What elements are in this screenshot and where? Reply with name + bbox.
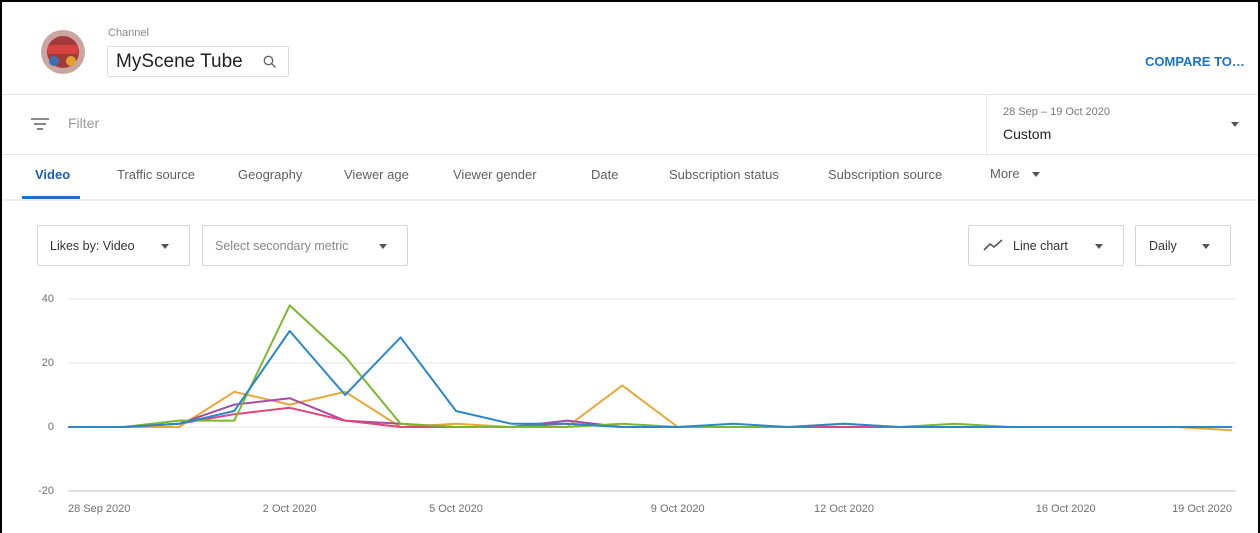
x-tick-label: 16 Oct 2020 — [1036, 503, 1096, 515]
channel-search[interactable]: MyScene Tube — [107, 46, 289, 77]
filter-input[interactable]: Filter — [68, 115, 100, 131]
divider — [2, 154, 1258, 155]
interval-select[interactable]: Daily — [1135, 225, 1231, 266]
chart-type-label: Line chart — [1013, 239, 1068, 253]
dropdown-arrow — [1202, 244, 1210, 249]
tab[interactable]: More — [990, 166, 1020, 181]
y-tick-label: -20 — [38, 485, 54, 497]
divider — [2, 94, 1258, 95]
dropdown-arrow — [161, 244, 169, 249]
tab[interactable]: Subscription status — [669, 167, 779, 182]
series-line — [68, 304, 1232, 428]
y-tick-label: 20 — [42, 357, 54, 369]
divider — [2, 199, 1258, 201]
tab[interactable]: Viewer gender — [453, 167, 537, 182]
y-tick-label: 0 — [48, 421, 54, 433]
date-picker[interactable]: 28 Sep – 19 Oct 2020 Custom — [986, 95, 1258, 154]
dropdown-arrow — [1095, 244, 1103, 249]
metric-label: Likes by: Video — [50, 239, 135, 253]
tab[interactable]: Viewer age — [344, 167, 409, 182]
date-range: 28 Sep – 19 Oct 2020 — [1003, 106, 1111, 118]
line-chart-icon — [983, 239, 1003, 251]
secondary-label: Select secondary metric — [215, 239, 349, 253]
dropdown-arrow — [1231, 122, 1239, 127]
compare-button[interactable]: COMPARE TO… — [1145, 54, 1245, 69]
filter-icon — [31, 118, 49, 130]
search-icon — [263, 55, 276, 68]
interval-label: Daily — [1149, 239, 1177, 253]
series-line — [68, 406, 1232, 428]
series-line — [68, 384, 1233, 432]
y-tick-label: 40 — [42, 293, 54, 305]
tab[interactable]: Subscription source — [828, 167, 943, 182]
x-tick-label: 5 Oct 2020 — [429, 503, 483, 515]
x-tick-label: 19 Oct 2020 — [1172, 503, 1232, 515]
x-tick-label: 9 Oct 2020 — [651, 503, 705, 515]
channel-name: MyScene Tube — [116, 51, 243, 72]
tab[interactable]: Traffic source — [117, 167, 196, 182]
metric-select[interactable]: Likes by: Video — [37, 225, 190, 266]
x-tick-label: 2 Oct 2020 — [263, 503, 317, 515]
chart-type-select[interactable]: Line chart — [968, 225, 1124, 266]
tab[interactable]: Video — [35, 167, 71, 182]
x-tick-label: 28 Sep 2020 — [68, 503, 130, 515]
tab[interactable]: Geography — [238, 167, 303, 182]
channel-avatar — [41, 30, 85, 74]
dropdown-arrow — [1032, 172, 1040, 177]
series-line — [68, 330, 1232, 428]
date-mode: Custom — [1003, 126, 1052, 142]
dropdown-arrow — [379, 244, 387, 249]
tab[interactable]: Date — [591, 167, 619, 182]
x-tick-label: 12 Oct 2020 — [814, 503, 874, 515]
channel-label: Channel — [108, 27, 149, 39]
secondary-select[interactable]: Select secondary metric — [202, 225, 408, 266]
active-tab-indicator — [22, 196, 80, 199]
